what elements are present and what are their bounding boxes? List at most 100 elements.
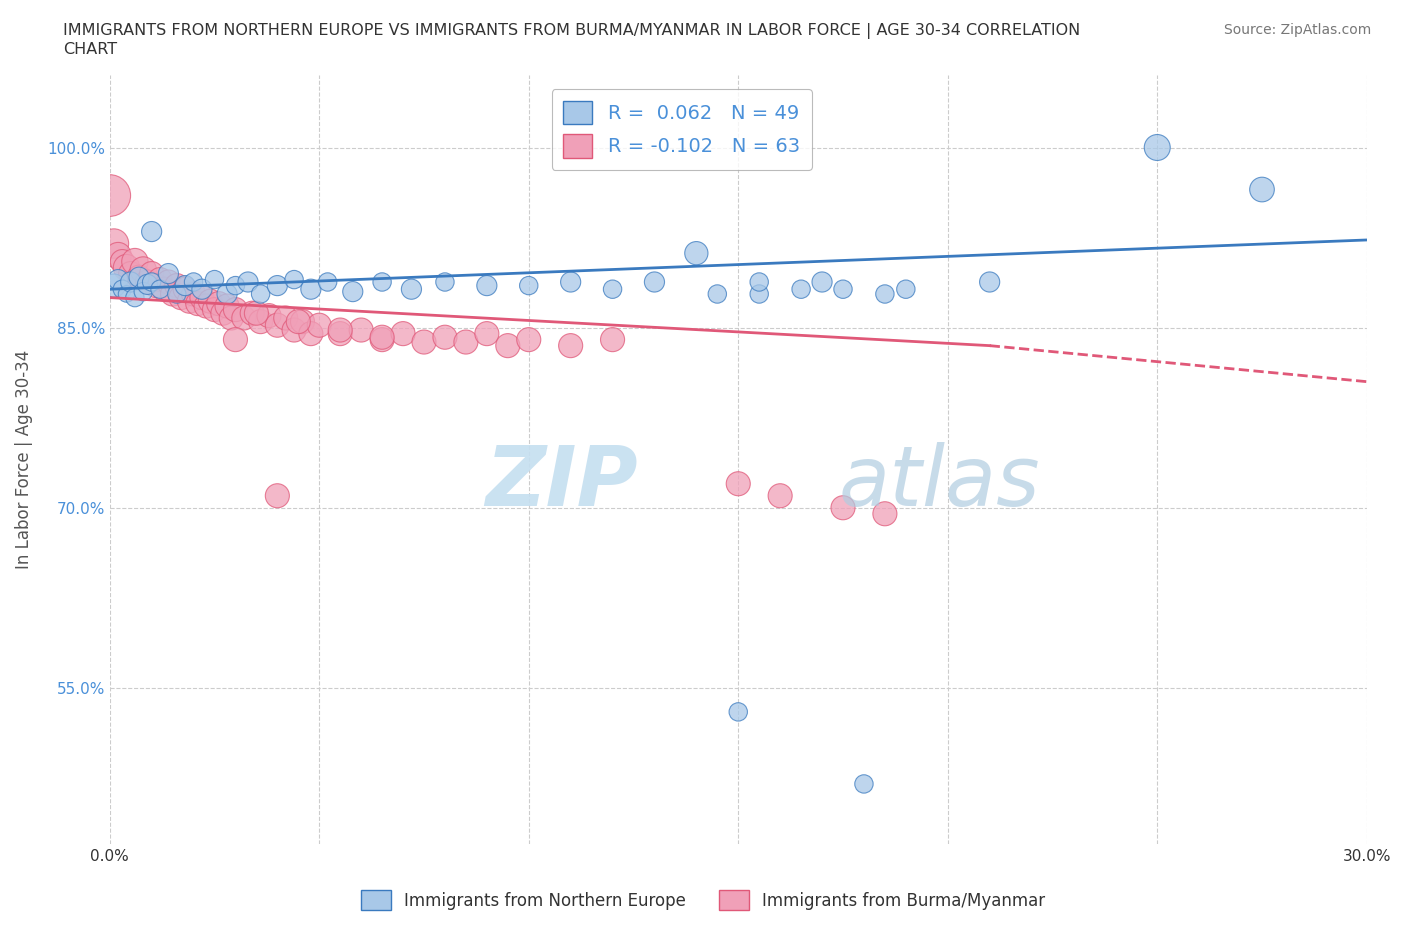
Point [204,302,226,317]
Point [224,332,246,347]
Point [266,488,288,503]
Point [200,294,222,309]
Point [371,332,394,347]
Point [153,282,176,297]
Point [183,286,205,301]
Point [790,282,813,297]
Point [475,278,498,293]
Point [371,274,394,289]
Point [191,282,214,297]
Point [157,274,180,289]
Point [283,272,305,287]
Point [560,274,582,289]
Point [811,274,834,289]
Point [191,290,214,305]
Point [266,278,288,293]
Text: atlas: atlas [839,443,1040,524]
Point [454,335,477,350]
Point [287,314,309,329]
Point [132,262,155,277]
Point [187,296,209,311]
Point [103,236,125,251]
Text: ZIP: ZIP [485,443,638,524]
Point [166,278,188,293]
Point [832,500,855,515]
Point [496,339,519,353]
Point [141,266,163,281]
Point [283,323,305,338]
Point [224,302,246,317]
Point [291,314,314,329]
Point [179,294,201,309]
Point [124,290,146,305]
Point [299,282,322,297]
Point [145,278,167,293]
Point [316,274,339,289]
Point [107,248,129,263]
Point [245,306,267,321]
Point [170,290,193,305]
Text: IMMIGRANTS FROM NORTHERN EUROPE VS IMMIGRANTS FROM BURMA/MYANMAR IN LABOR FORCE : IMMIGRANTS FROM NORTHERN EUROPE VS IMMIG… [63,23,1081,57]
Point [433,330,456,345]
Point [769,488,792,503]
Point [602,282,624,297]
Point [1251,182,1274,197]
Point [103,278,125,293]
Point [249,314,271,329]
Point [266,318,288,333]
Point [166,286,188,301]
Point [204,272,226,287]
Point [342,285,364,299]
Point [748,286,770,301]
Point [433,274,456,289]
Point [174,282,197,297]
Point [115,286,138,301]
Point [174,278,197,293]
Point [141,224,163,239]
Point [240,306,263,321]
Point [873,286,896,301]
Point [832,282,855,297]
Point [107,272,129,287]
Point [249,286,271,301]
Point [212,306,235,321]
Point [727,704,749,719]
Point [111,254,134,269]
Text: Source: ZipAtlas.com: Source: ZipAtlas.com [1223,23,1371,37]
Point [852,777,875,791]
Point [727,476,749,491]
Point [517,332,540,347]
Point [685,246,707,260]
Point [98,188,121,203]
Point [132,285,155,299]
Point [475,326,498,341]
Point [350,323,373,338]
Point [128,270,150,285]
Point [195,299,218,313]
Point [128,270,150,285]
Point [979,274,1001,289]
Point [873,506,896,521]
Point [149,282,172,297]
Point [111,282,134,297]
Point [413,335,436,350]
Point [299,326,322,341]
Point [371,330,394,345]
Point [162,286,184,301]
Point [706,286,728,301]
Point [208,296,231,311]
Point [136,277,159,292]
Point [120,266,142,281]
Point [1146,140,1168,155]
Point [115,260,138,275]
Point [120,274,142,289]
Point [392,326,415,341]
Point [329,323,352,338]
Point [748,274,770,289]
Point [141,274,163,289]
Point [124,254,146,269]
Point [329,326,352,341]
Point [257,308,280,323]
Point [219,311,242,325]
Point [157,266,180,281]
